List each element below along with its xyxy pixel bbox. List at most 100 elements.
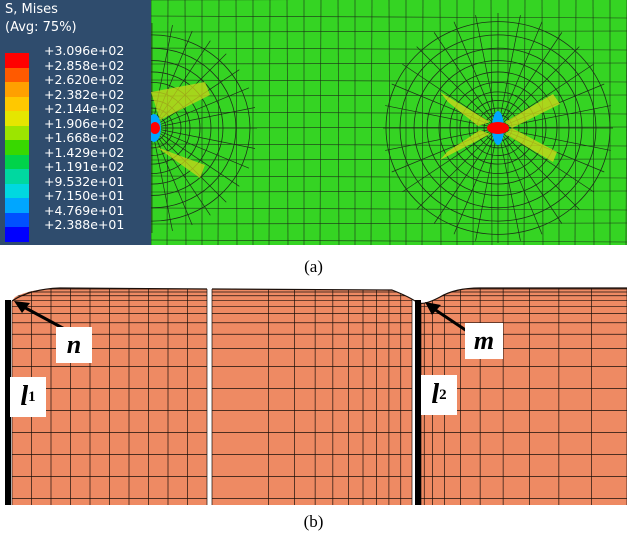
- mesh-line: [184, 0, 187, 246]
- mesh-line: [235, 0, 238, 246]
- mesh-line: [574, 0, 577, 246]
- mesh-line: [499, 21, 543, 125]
- mesh-line: [388, 0, 391, 246]
- legend-swatch: [5, 140, 29, 155]
- mesh-line: [150, 158, 627, 161]
- legend-value: +4.769e+01: [44, 202, 125, 218]
- legend-value: +1.906e+02: [44, 115, 125, 131]
- mesh-line: [152, 131, 173, 232]
- legend-swatch: [5, 154, 29, 169]
- legend-swatch: [5, 96, 29, 111]
- mesh-ring: [476, 107, 520, 149]
- mesh-line: [268, 0, 271, 246]
- legend-title: S, Mises: [5, 2, 58, 17]
- contour-legend: S, Mises (Avg: 75%) +3.096e+02 +2.858e+02…: [0, 0, 151, 245]
- legend-value: +2.382e+02: [44, 86, 125, 102]
- mesh-ring: [413, 47, 583, 209]
- legend-value: +1.429e+02: [44, 144, 125, 160]
- mesh-line: [319, 0, 322, 246]
- mesh-line: [337, 0, 340, 246]
- hotspot-right: [487, 111, 509, 145]
- legend-value: +2.144e+02: [44, 101, 125, 116]
- legend-swatch: [5, 227, 29, 242]
- mesh-line: [541, 0, 544, 246]
- mesh-line: [498, 15, 521, 125]
- legend-swatch: [5, 82, 29, 97]
- mesh-line: [592, 0, 595, 246]
- deformed-mesh-plot: [0, 283, 627, 505]
- arrow-m: [425, 302, 471, 335]
- line-l2: [415, 300, 421, 505]
- mesh-line: [150, 79, 627, 83]
- stress-lobes-left: [151, 82, 210, 178]
- legend-swatch: [5, 183, 29, 198]
- mesh-ring: [468, 100, 528, 156]
- mesh-line: [150, 239, 627, 243]
- stress-contour-figure: S, Mises (Avg: 75%) +3.096e+02 +2.858e+02…: [0, 0, 627, 246]
- mesh-line: [150, 47, 627, 51]
- mesh-line: [153, 131, 193, 226]
- mesh-line: [150, 15, 627, 19]
- legend-swatch: [5, 212, 29, 227]
- mesh-line: [150, 30, 627, 33]
- mesh-ring: [399, 34, 597, 222]
- mesh-line: [453, 21, 497, 125]
- mesh-line: [416, 130, 496, 210]
- stress-mesh-plot: [47, 0, 627, 246]
- mesh-line: [433, 131, 497, 224]
- line-l1: [5, 300, 11, 505]
- legend-swatch: [5, 111, 29, 126]
- legend-value: +1.668e+02: [44, 130, 125, 145]
- mesh-ring: [385, 21, 611, 235]
- legend-value: +2.858e+02: [44, 57, 125, 73]
- label-m: m: [465, 323, 503, 359]
- stress-lobes-right: [440, 92, 560, 162]
- mesh-line: [433, 32, 497, 125]
- mesh-line: [286, 0, 289, 246]
- mesh-line: [475, 131, 498, 241]
- mesh-line: [416, 46, 496, 126]
- legend-value: +7.150e+01: [44, 188, 125, 203]
- legend-swatch: [5, 125, 29, 140]
- legend-value: +3.096e+02: [44, 43, 125, 58]
- mesh-line: [499, 131, 543, 235]
- mesh-panel: [211, 287, 413, 505]
- legend-subtitle: (Avg: 75%): [5, 20, 77, 35]
- legend-swatch: [5, 67, 29, 82]
- legend-value: +1.191e+02: [44, 159, 125, 174]
- mesh-ring: [449, 82, 547, 174]
- panel-fill: [212, 287, 412, 505]
- mesh-line: [490, 0, 493, 246]
- mesh-line: [153, 131, 211, 216]
- mesh-line: [500, 46, 580, 126]
- mesh-line: [370, 0, 373, 246]
- legend-value: +2.388e+01: [44, 217, 125, 232]
- legend-value: +9.532e+01: [44, 173, 125, 189]
- label-n: n: [56, 327, 92, 363]
- mesh-line: [150, 190, 627, 193]
- caption-a: (a): [304, 257, 323, 276]
- legend-value: +2.620e+02: [44, 72, 125, 87]
- mesh-line: [475, 15, 498, 125]
- mesh-line: [499, 131, 563, 224]
- mesh-grid-a: [47, 0, 627, 246]
- mesh-line: [499, 32, 563, 125]
- mesh-ring: [426, 60, 570, 196]
- mesh-line: [498, 131, 521, 241]
- mesh-line: [217, 0, 220, 246]
- mesh-panels: [0, 283, 627, 505]
- mesh-ring: [438, 71, 558, 185]
- legend-swatch: [5, 198, 29, 213]
- mesh-line: [150, 207, 627, 211]
- mesh-line: [453, 131, 497, 235]
- mesh-line: [385, 128, 495, 151]
- mesh-line: [500, 130, 580, 210]
- caption-b: (b): [303, 512, 324, 531]
- legend-swatch: [5, 169, 29, 184]
- mesh-line: [150, 143, 627, 147]
- mesh-ring: [459, 91, 537, 165]
- legend-swatch: [5, 53, 29, 68]
